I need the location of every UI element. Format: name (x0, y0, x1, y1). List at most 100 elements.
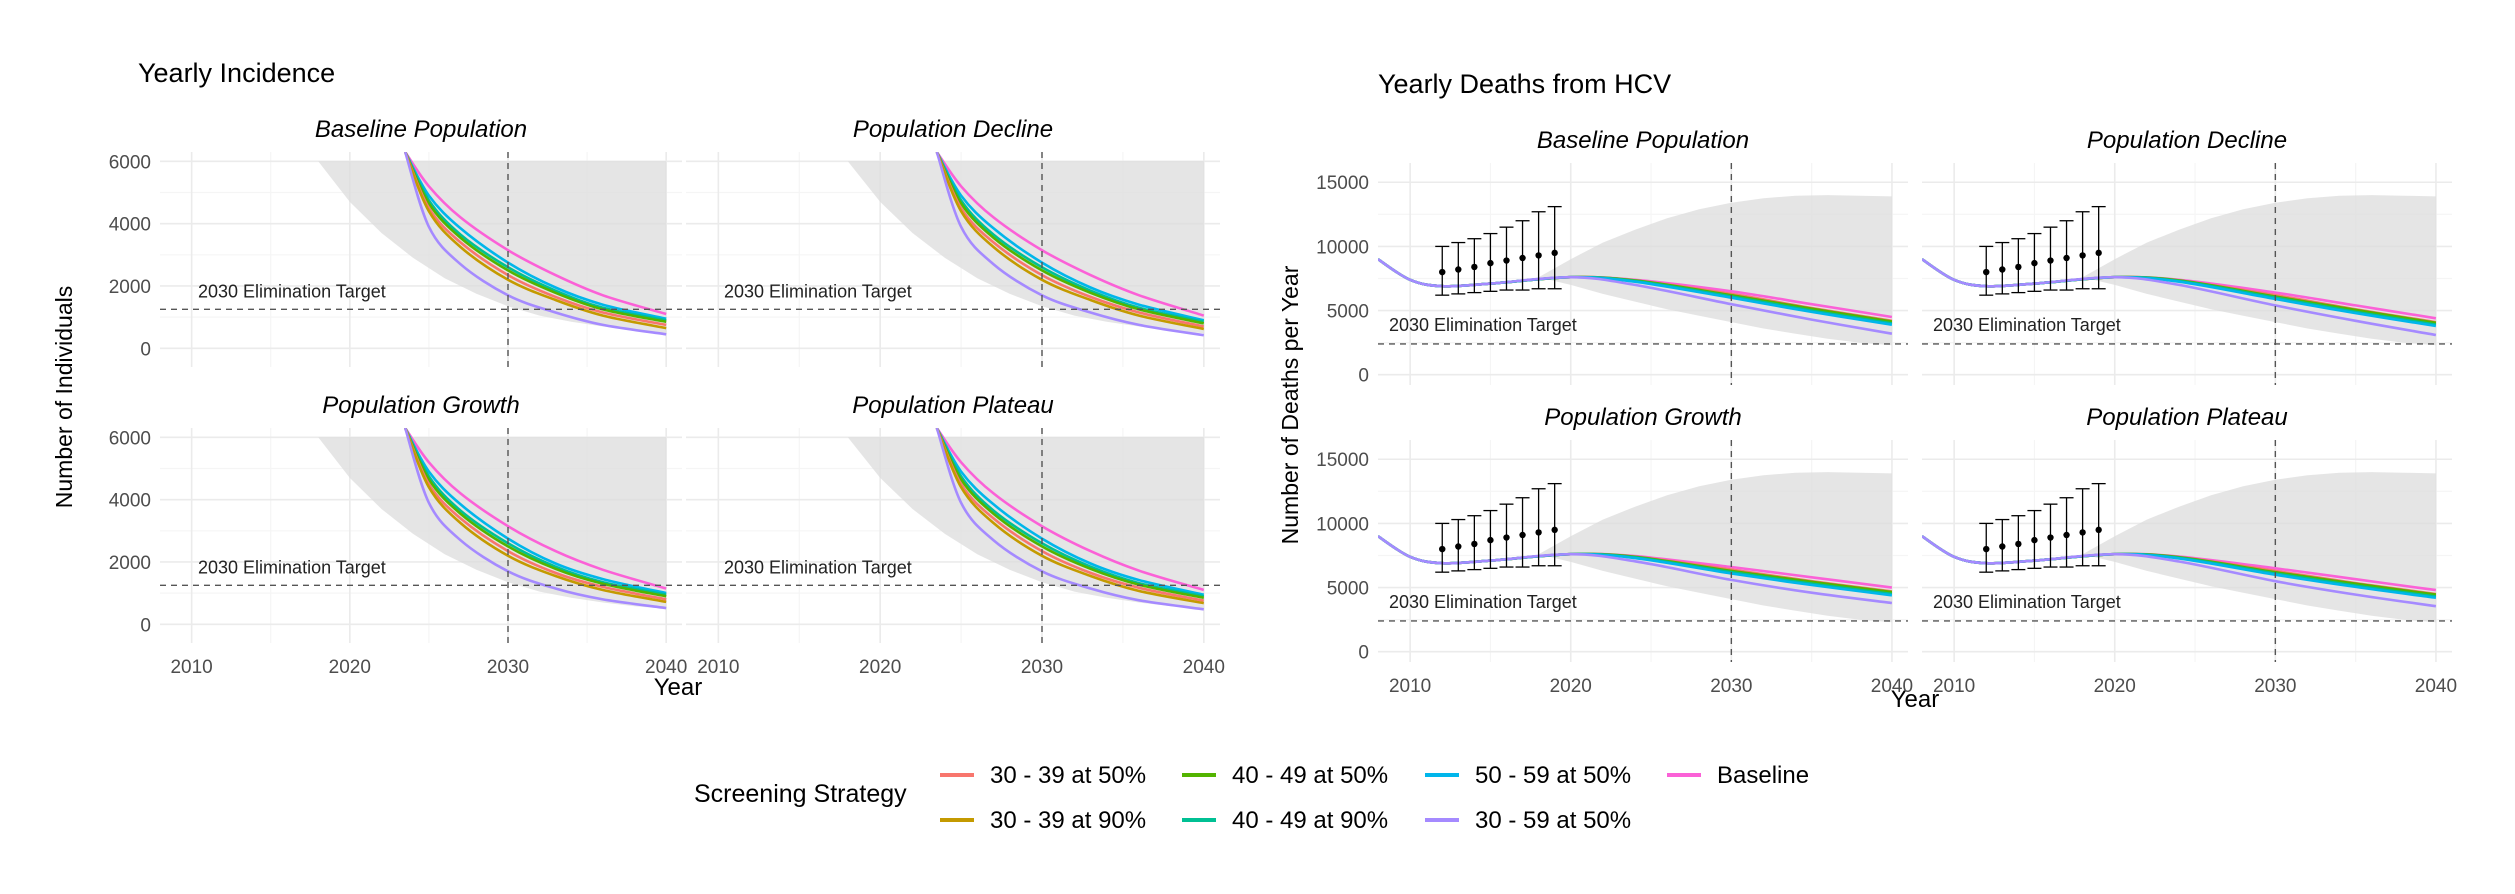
panel-population-decline: 2030 Elimination Target Population Declin… (686, 116, 1220, 367)
series-line-30-59-at-50- (1378, 535, 1893, 605)
data-point (1487, 259, 1494, 267)
legend-title: Screening Strategy (694, 780, 907, 808)
x-tick-label: 2030 (487, 657, 529, 678)
data-point (2031, 259, 2038, 267)
data-point (1503, 534, 1510, 541)
target-label: 2030 Elimination Target (1933, 592, 2121, 612)
target-label: 2030 Elimination Target (198, 557, 386, 577)
y-axis-label: Number of Individuals (51, 286, 77, 508)
data-point (2047, 534, 2054, 541)
target-label: 2030 Elimination Target (1389, 592, 1577, 612)
target-label: 2030 Elimination Target (1389, 315, 1577, 335)
x-tick-label: 2020 (859, 657, 901, 678)
panel-plot-area (1378, 195, 1893, 346)
series-line-30-39-at-90- (935, 428, 1205, 605)
panel-title: Population Plateau (2086, 404, 2288, 431)
legend-label: 50 - 59 at 50% (1475, 762, 1631, 789)
data-point (1439, 545, 1446, 553)
series-line-30-39-at-90- (403, 428, 667, 604)
data-point (1551, 526, 1558, 534)
data-point (1503, 257, 1510, 264)
uncertainty-band (2082, 195, 2436, 346)
data-point (2047, 257, 2054, 264)
series-line-40-49-at-50- (404, 428, 667, 598)
x-tick-label: 2030 (2254, 676, 2296, 697)
data-point (1551, 249, 1558, 257)
y-tick-label: 15000 (1316, 173, 1369, 194)
data-point (1455, 543, 1462, 550)
y-tick-label: 0 (1358, 643, 1369, 664)
panel-plot-area (847, 152, 1205, 337)
y-tick-label: 15000 (1316, 450, 1369, 471)
panel-plot-area (1378, 472, 1893, 623)
data-point (1439, 268, 1446, 276)
series-line-30-59-at-50- (1922, 535, 2437, 608)
x-tick-label: 2040 (1871, 676, 1913, 697)
x-axis-label: Year (654, 674, 703, 701)
uncertainty-band (1538, 195, 1892, 346)
data-point (2031, 536, 2038, 544)
x-tick-label: 2040 (1183, 657, 1225, 678)
data-point (1471, 540, 1478, 548)
x-tick-label: 2010 (170, 657, 212, 678)
x-tick-label: 2010 (1933, 676, 1975, 697)
panel-population-plateau: 2030 Elimination Target Population Platea… (686, 392, 1225, 678)
x-tick-label: 2010 (1389, 676, 1431, 697)
data-point (1487, 536, 1494, 544)
legend-item-30-59-at-50-: 30 - 59 at 50% (1425, 807, 1631, 834)
panel-plot-area (318, 152, 667, 336)
x-tick-label: 2030 (1710, 676, 1752, 697)
uncertainty-band (847, 161, 1204, 334)
x-tick-label: 2020 (329, 657, 371, 678)
y-tick-label: 5000 (1327, 302, 1369, 323)
uncertainty-band (318, 161, 667, 334)
data-point (1455, 266, 1462, 273)
panel-title: Population Growth (322, 392, 519, 419)
data-point (2079, 529, 2086, 536)
target-label: 2030 Elimination Target (198, 281, 386, 301)
chart-title: Yearly Incidence (138, 58, 335, 88)
legend-item-40-49-at-90-: 40 - 49 at 90% (1182, 807, 1388, 834)
panel-population-plateau: 2030 Elimination Target Population Platea… (1922, 404, 2457, 697)
x-tick-label: 2020 (1550, 676, 1592, 697)
data-point (1535, 252, 1542, 259)
series-line-30-39-at-90- (403, 152, 667, 330)
series-line-30-39-at-90- (935, 152, 1205, 331)
data-point (2063, 531, 2070, 539)
data-point (2095, 526, 2102, 534)
x-tick-label: 2020 (2094, 676, 2136, 697)
y-axis-label: Number of Deaths per Year (1277, 265, 1303, 544)
x-tick-label: 2010 (697, 657, 739, 678)
panel-plot-area (1922, 195, 2437, 346)
legend-item-30-39-at-90-: 30 - 39 at 90% (940, 807, 1146, 834)
data-point (1519, 254, 1526, 262)
y-tick-label: 6000 (109, 428, 151, 449)
data-point (1519, 531, 1526, 539)
data-point (1999, 266, 2006, 273)
panel-plot-area (847, 428, 1205, 611)
legend-item-30-39-at-50-: 30 - 39 at 50% (940, 762, 1146, 789)
legend-label: 30 - 39 at 90% (990, 807, 1146, 834)
legend-label: 30 - 59 at 50% (1475, 807, 1631, 834)
panel-title: Baseline Population (1537, 127, 1749, 154)
incidence-chart: Yearly Incidence Number of Individuals Y… (51, 58, 1225, 701)
data-point (2015, 263, 2022, 271)
x-tick-label: 2040 (2415, 676, 2457, 697)
data-point (2015, 540, 2022, 548)
panel-plot-area (1922, 472, 2437, 623)
panel-title: Population Decline (2087, 127, 2287, 154)
uncertainty-band (847, 437, 1204, 609)
series-line-baseline (935, 428, 1205, 592)
legend-label: 40 - 49 at 50% (1232, 762, 1388, 789)
panel-baseline-population: 2030 Elimination Target Baseline Populati… (1316, 127, 1908, 387)
panel-baseline-population: 2030 Elimination Target Baseline Populati… (109, 116, 682, 367)
y-tick-label: 10000 (1316, 514, 1369, 535)
legend-label: 40 - 49 at 90% (1232, 807, 1388, 834)
y-tick-label: 0 (140, 339, 151, 360)
data-point (2079, 252, 2086, 259)
legend-item-baseline: Baseline (1667, 762, 1809, 789)
series-line-baseline (404, 152, 667, 316)
y-tick-label: 0 (140, 615, 151, 636)
target-label: 2030 Elimination Target (1933, 315, 2121, 335)
series-line-30-59-at-50- (1378, 258, 1893, 335)
